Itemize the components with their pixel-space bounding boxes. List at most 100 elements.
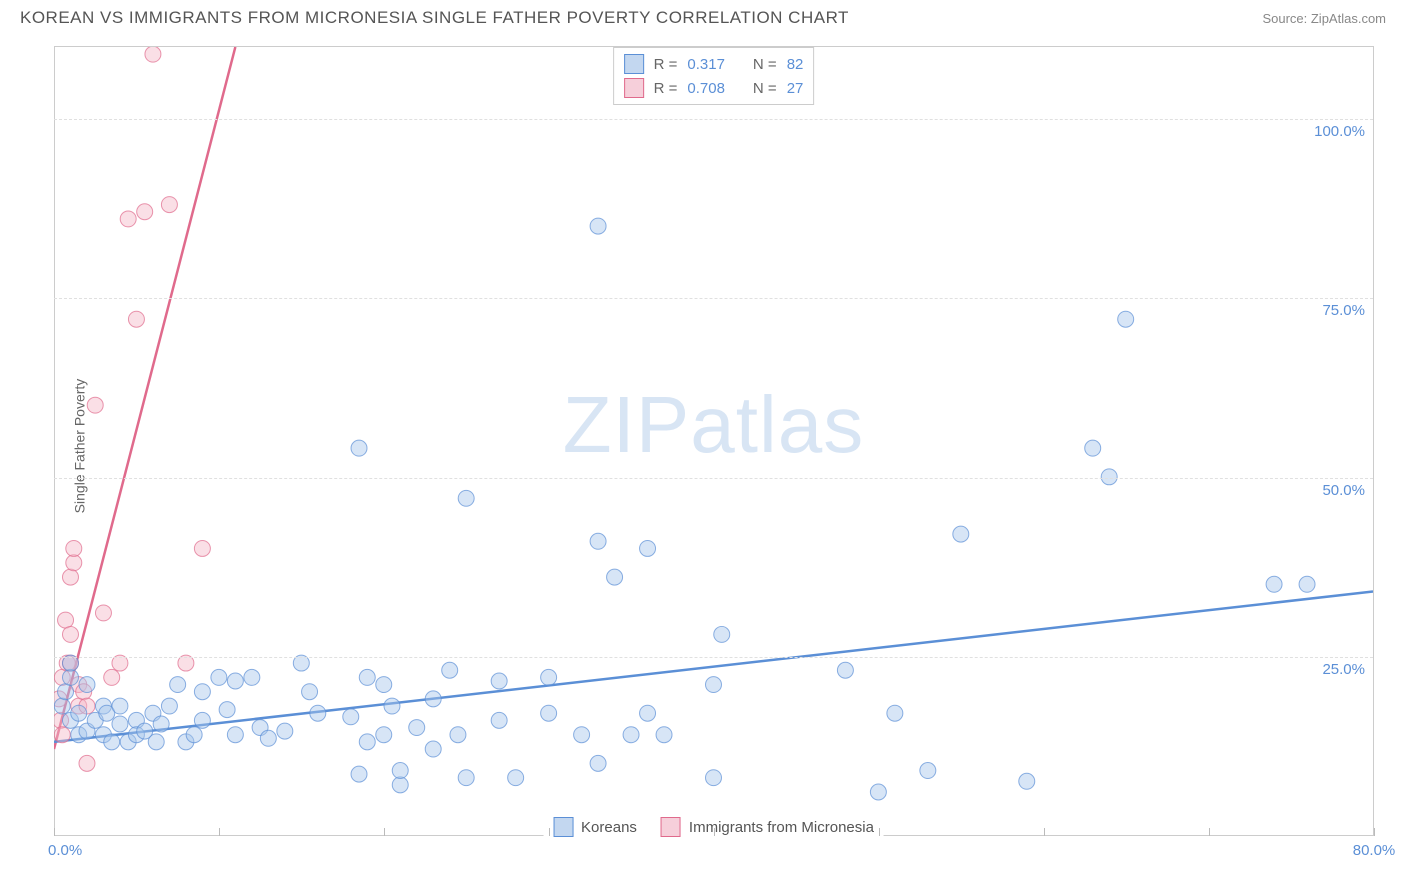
- data-point: [623, 727, 639, 743]
- y-tick-label: 75.0%: [1322, 302, 1365, 319]
- data-point: [161, 698, 177, 714]
- legend-correlation: R = 0.317 N = 82 R = 0.708 N = 27: [613, 47, 815, 105]
- y-tick-label: 100.0%: [1314, 123, 1365, 140]
- data-point: [112, 716, 128, 732]
- data-point: [194, 684, 210, 700]
- legend-item-koreans: Koreans: [553, 817, 637, 837]
- data-point: [260, 730, 276, 746]
- data-point: [450, 727, 466, 743]
- data-point: [590, 533, 606, 549]
- gridline: [54, 478, 1373, 479]
- x-tick-mark: [1374, 828, 1375, 836]
- x-tick-mark: [714, 828, 715, 836]
- data-point: [310, 705, 326, 721]
- data-point: [1299, 576, 1315, 592]
- data-point: [706, 770, 722, 786]
- data-point: [58, 684, 74, 700]
- data-point: [491, 673, 507, 689]
- data-point: [351, 766, 367, 782]
- data-point: [541, 669, 557, 685]
- legend-label-micronesia: Immigrants from Micronesia: [689, 819, 874, 836]
- x-tick-mark: [384, 828, 385, 836]
- chart-title: KOREAN VS IMMIGRANTS FROM MICRONESIA SIN…: [20, 8, 849, 28]
- data-point: [137, 204, 153, 220]
- data-point: [458, 770, 474, 786]
- legend-item-micronesia: Immigrants from Micronesia: [661, 817, 874, 837]
- data-point: [458, 490, 474, 506]
- data-point: [148, 734, 164, 750]
- data-point: [277, 723, 293, 739]
- data-point: [145, 47, 161, 62]
- r-label: R =: [654, 80, 678, 97]
- data-point: [508, 770, 524, 786]
- data-point: [66, 555, 82, 571]
- data-point: [392, 763, 408, 779]
- y-tick-label: 50.0%: [1322, 482, 1365, 499]
- data-point: [1118, 311, 1134, 327]
- legend-label-koreans: Koreans: [581, 819, 637, 836]
- r-label: R =: [654, 56, 678, 73]
- x-tick-label: 0.0%: [48, 842, 82, 859]
- x-tick-mark: [549, 828, 550, 836]
- legend-row-koreans: R = 0.317 N = 82: [624, 52, 804, 76]
- data-point: [714, 626, 730, 642]
- data-point: [112, 698, 128, 714]
- data-point: [706, 677, 722, 693]
- data-point: [153, 716, 169, 732]
- data-point: [120, 211, 136, 227]
- data-point: [1101, 469, 1117, 485]
- swatch-koreans-icon: [553, 817, 573, 837]
- n-value-koreans: 82: [787, 56, 804, 73]
- data-point: [302, 684, 318, 700]
- data-point: [211, 669, 227, 685]
- data-point: [920, 763, 936, 779]
- r-value-koreans: 0.317: [687, 56, 725, 73]
- data-point: [1085, 440, 1101, 456]
- data-point: [186, 727, 202, 743]
- x-tick-mark: [1209, 828, 1210, 836]
- data-point: [376, 677, 392, 693]
- x-tick-label: 80.0%: [1353, 842, 1396, 859]
- data-point: [351, 440, 367, 456]
- data-point: [79, 755, 95, 771]
- data-point: [104, 669, 120, 685]
- source-label: Source: ZipAtlas.com: [1262, 11, 1386, 26]
- data-point: [62, 669, 78, 685]
- data-point: [219, 702, 235, 718]
- data-point: [194, 540, 210, 556]
- data-point: [359, 669, 375, 685]
- data-point: [128, 311, 144, 327]
- data-point: [425, 691, 441, 707]
- data-point: [574, 727, 590, 743]
- x-tick-mark: [54, 828, 55, 836]
- x-tick-mark: [1044, 828, 1045, 836]
- data-point: [384, 698, 400, 714]
- data-point: [170, 677, 186, 693]
- data-point: [244, 669, 260, 685]
- data-point: [541, 705, 557, 721]
- data-point: [590, 218, 606, 234]
- gridline: [54, 657, 1373, 658]
- data-point: [359, 734, 375, 750]
- n-value-micronesia: 27: [787, 80, 804, 97]
- data-point: [66, 540, 82, 556]
- data-point: [887, 705, 903, 721]
- data-point: [227, 727, 243, 743]
- legend-row-micronesia: R = 0.708 N = 27: [624, 76, 804, 100]
- data-point: [54, 727, 70, 743]
- data-point: [54, 698, 70, 714]
- data-point: [227, 673, 243, 689]
- data-point: [62, 626, 78, 642]
- data-point: [491, 712, 507, 728]
- scatter-plot: [54, 47, 1373, 835]
- trend-line: [54, 47, 235, 749]
- chart-container: ZIPatlas R = 0.317 N = 82 R = 0.708 N = …: [54, 46, 1374, 836]
- gridline: [54, 119, 1373, 120]
- data-point: [62, 569, 78, 585]
- data-point: [79, 677, 95, 693]
- x-tick-mark: [879, 828, 880, 836]
- data-point: [1266, 576, 1282, 592]
- swatch-koreans: [624, 54, 644, 74]
- swatch-micronesia-icon: [661, 817, 681, 837]
- n-label: N =: [753, 56, 777, 73]
